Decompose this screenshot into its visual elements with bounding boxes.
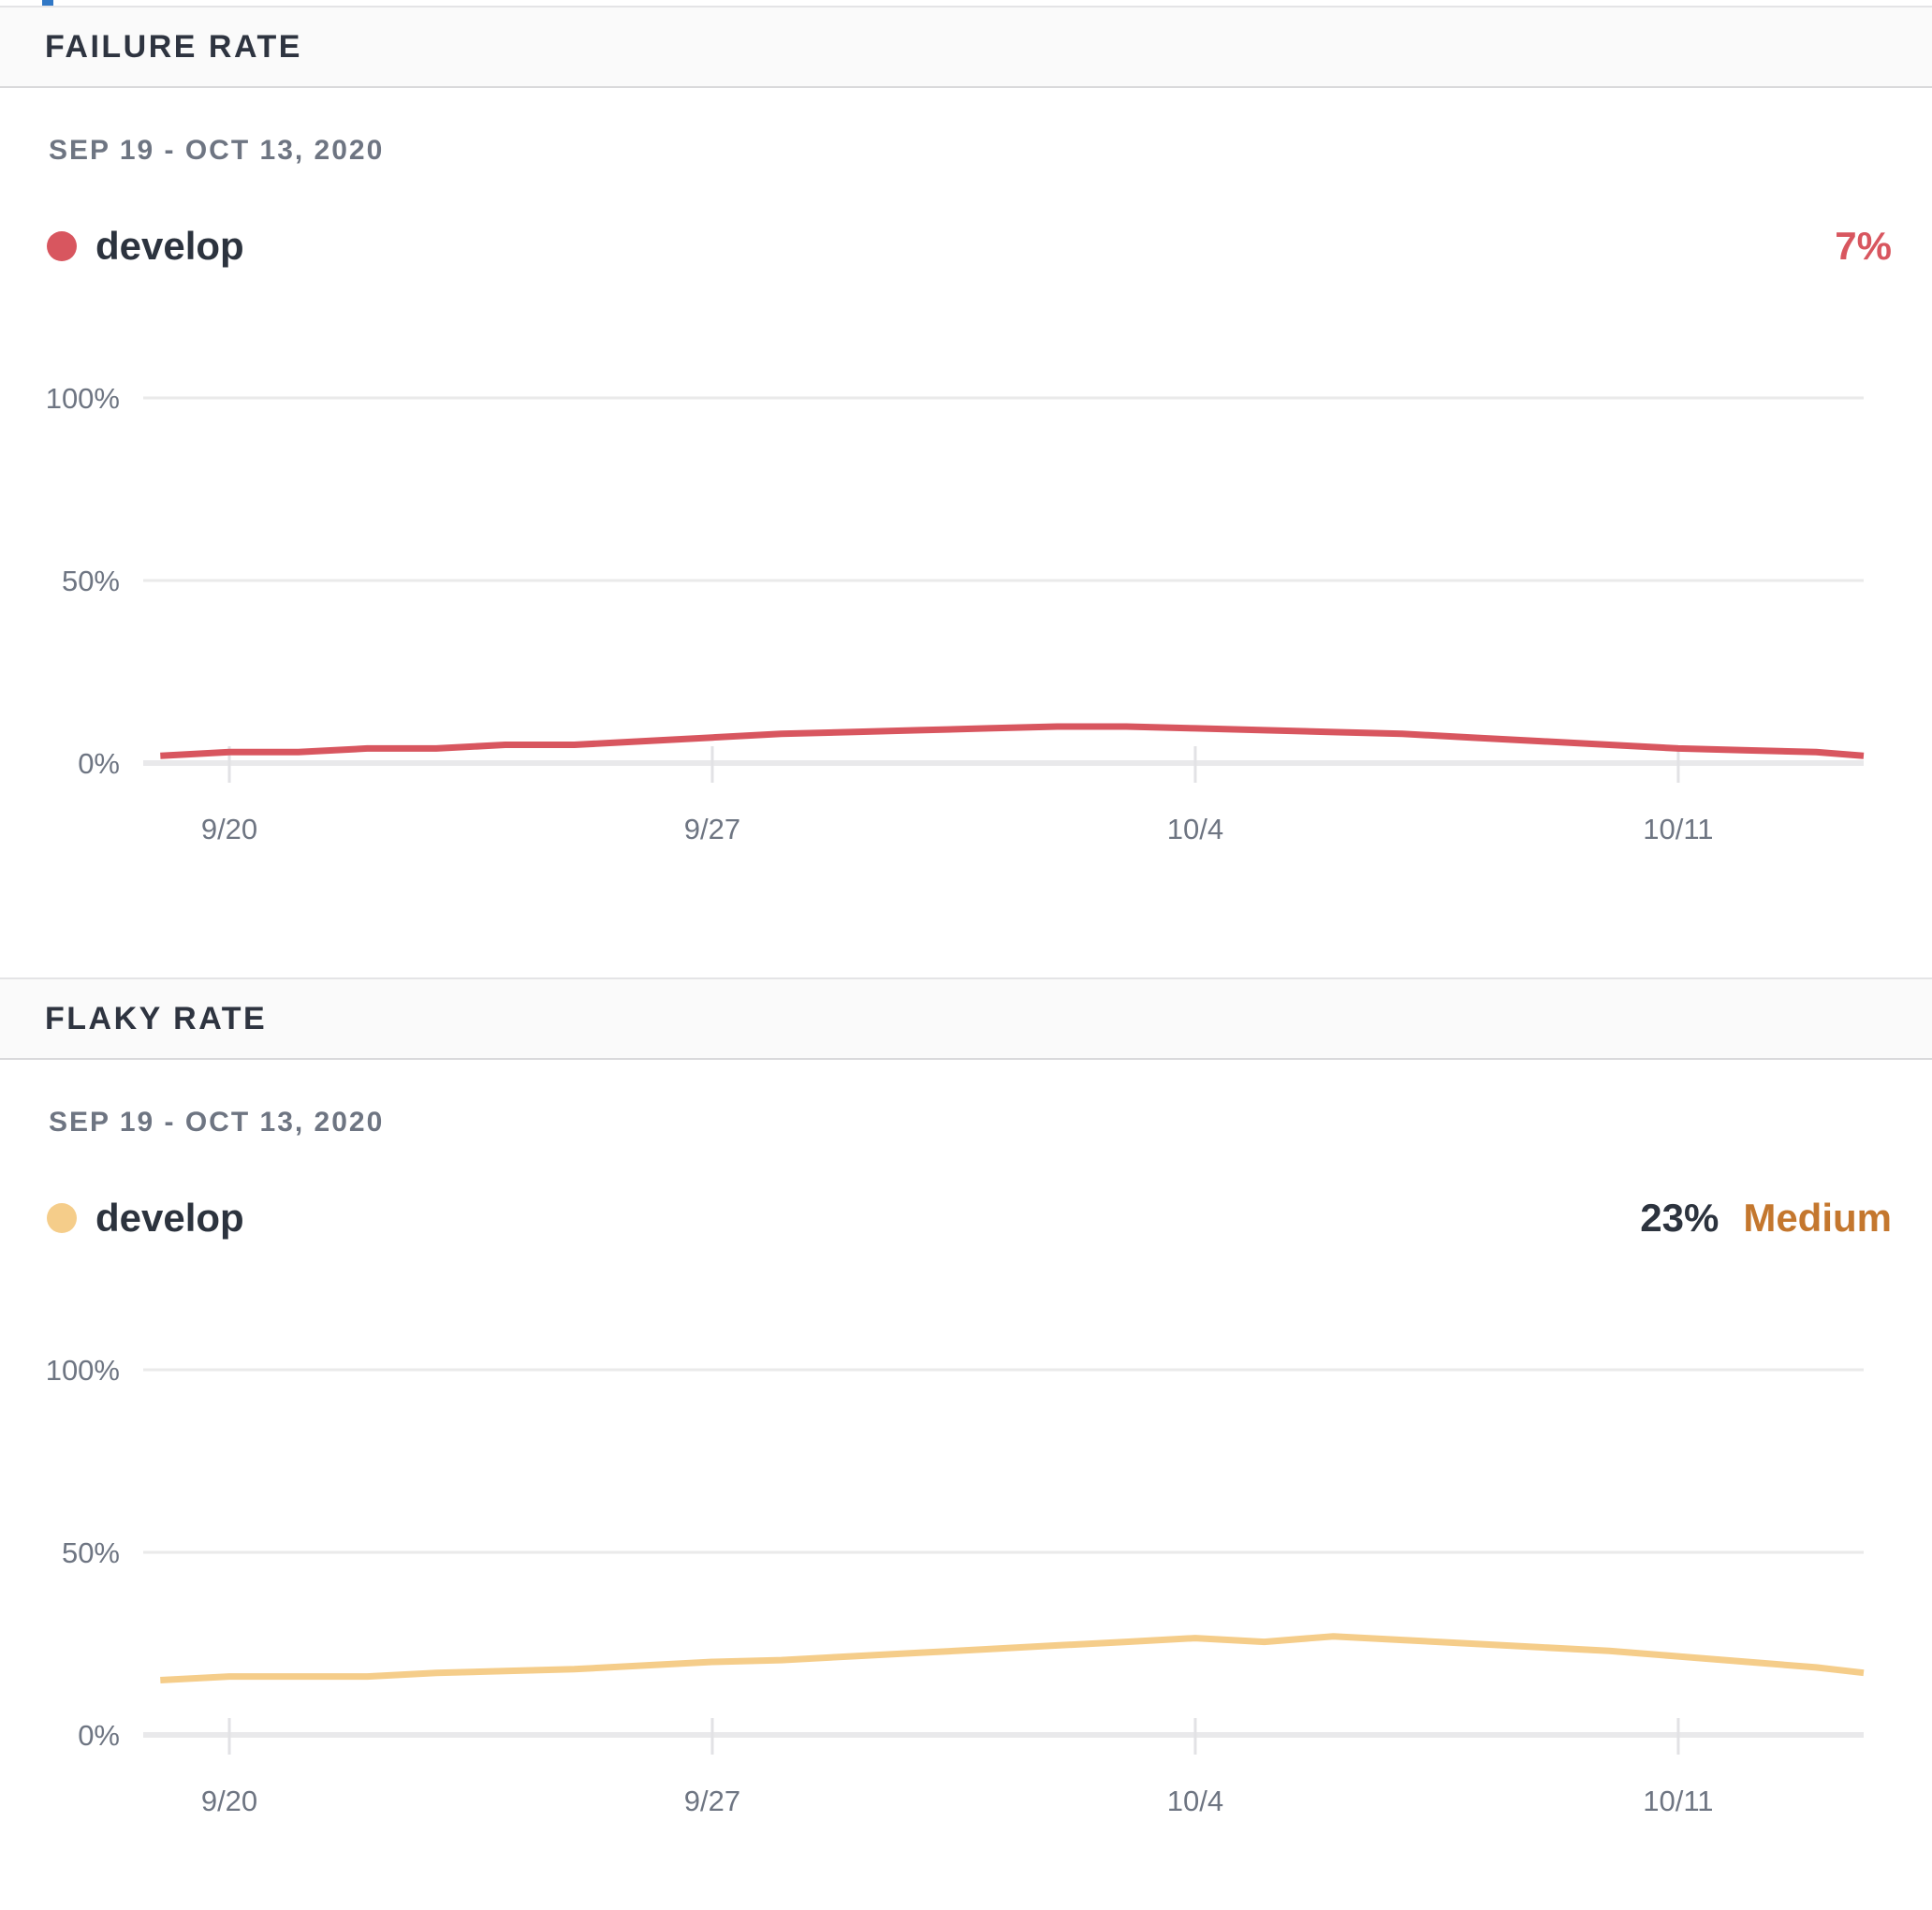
summary-values: 7%: [1835, 227, 1892, 266]
flaky-rate-line-chart[interactable]: 0% 50% 100% 9/20 9/27 10/4 10/11: [0, 1328, 1932, 1852]
svg-text:9/27: 9/27: [684, 813, 740, 845]
svg-text:10/4: 10/4: [1167, 813, 1223, 845]
svg-text:9/20: 9/20: [201, 1785, 257, 1817]
svg-text:10/4: 10/4: [1167, 1785, 1223, 1817]
clipped-accent-element: [42, 0, 53, 6]
svg-text:100%: 100%: [46, 1354, 120, 1387]
panel-header: FLAKY RATE: [0, 977, 1932, 1060]
svg-text:0%: 0%: [78, 747, 120, 780]
svg-text:10/11: 10/11: [1643, 1785, 1713, 1817]
flaky-rate-panel: FLAKY RATE SEP 19 - OCT 13, 2020 develop…: [0, 977, 1932, 1817]
svg-text:100%: 100%: [46, 382, 120, 415]
date-range-label: SEP 19 - OCT 13, 2020: [49, 1107, 385, 1138]
failure-rate-panel: FAILURE RATE SEP 19 - OCT 13, 2020 devel…: [0, 6, 1932, 845]
series-name: develop: [95, 224, 244, 268]
series-legend: develop: [47, 1198, 244, 1238]
panel-title: FLAKY RATE: [45, 1000, 268, 1036]
svg-text:50%: 50%: [62, 565, 120, 597]
svg-text:50%: 50%: [62, 1536, 120, 1569]
series-legend: develop: [47, 227, 244, 266]
severity-badge: Medium: [1743, 1196, 1892, 1240]
svg-text:10/11: 10/11: [1643, 813, 1713, 845]
summary-rate-value: 7%: [1835, 224, 1892, 268]
series-dot-icon: [47, 231, 77, 261]
series-dot-icon: [47, 1203, 77, 1233]
failure-rate-line-chart[interactable]: 0% 50% 100% 9/20 9/27 10/4 10/11: [0, 356, 1932, 880]
svg-text:9/20: 9/20: [201, 813, 257, 845]
svg-text:0%: 0%: [78, 1719, 120, 1752]
legend-row: develop 7%: [47, 219, 1892, 273]
legend-row: develop 23% Medium: [47, 1191, 1892, 1245]
panel-title: FAILURE RATE: [45, 28, 302, 65]
panel-header: FAILURE RATE: [0, 6, 1932, 88]
date-range-label: SEP 19 - OCT 13, 2020: [49, 135, 385, 166]
summary-values: 23% Medium: [1640, 1198, 1892, 1238]
series-name: develop: [95, 1196, 244, 1240]
summary-rate-value: 23%: [1640, 1196, 1720, 1240]
svg-text:9/27: 9/27: [684, 1785, 740, 1817]
